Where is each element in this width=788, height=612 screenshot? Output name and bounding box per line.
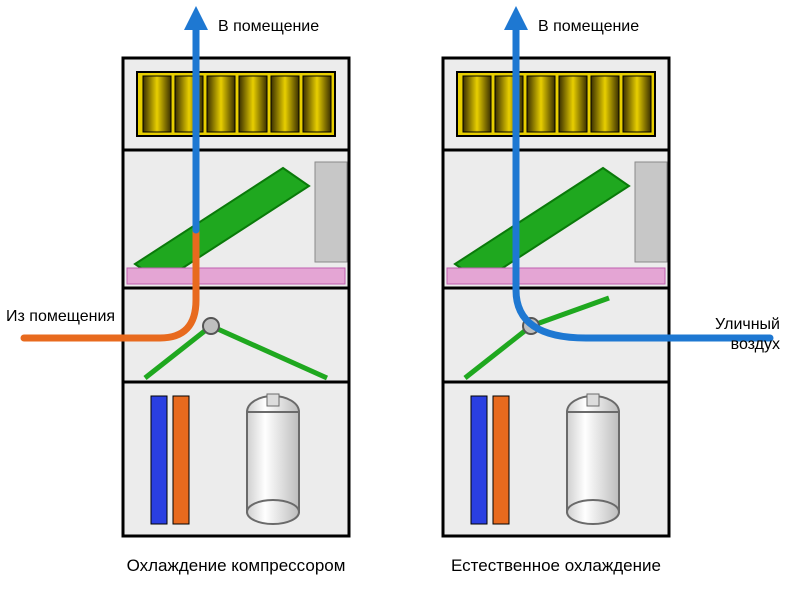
bar-orange — [173, 396, 189, 524]
label-top-left: В помещение — [218, 18, 319, 36]
side-duct — [635, 162, 667, 262]
pink-strip — [447, 268, 665, 284]
unit-right — [443, 58, 669, 536]
bar-blue — [151, 396, 167, 524]
bar-blue — [471, 396, 487, 524]
tank — [247, 394, 299, 524]
bar-orange — [493, 396, 509, 524]
label-in-room: Из помещения — [6, 308, 115, 326]
arrowhead-blue-right — [504, 6, 528, 30]
label-outdoor-2: воздух — [731, 336, 780, 354]
damper-pivot — [203, 318, 219, 334]
side-duct — [315, 162, 347, 262]
unit-left — [123, 58, 349, 536]
diagram-canvas — [0, 0, 788, 612]
arrowhead-blue-left — [184, 6, 208, 30]
tank — [567, 394, 619, 524]
pink-strip — [127, 268, 345, 284]
label-top-right: В помещение — [538, 18, 639, 36]
caption-left: Охлаждение компрессором — [123, 556, 349, 576]
label-outdoor-1: Уличный — [715, 316, 780, 334]
caption-right: Естественное охлаждение — [443, 556, 669, 576]
